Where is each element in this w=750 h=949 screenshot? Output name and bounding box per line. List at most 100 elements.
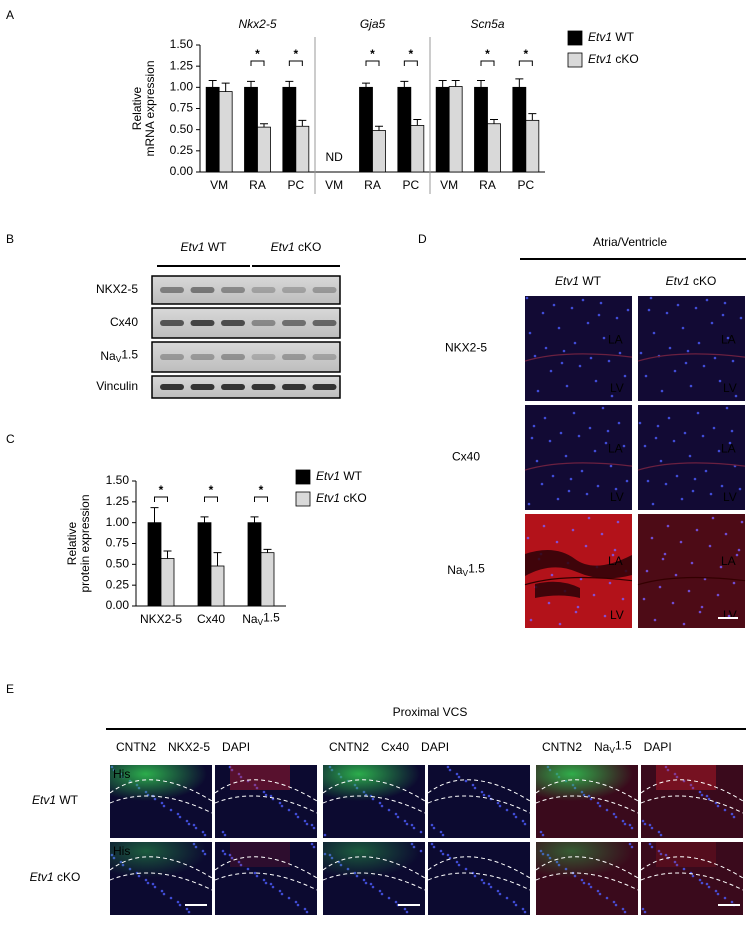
nucleus <box>656 424 660 428</box>
nucleus <box>684 361 688 365</box>
y-tick-label: 0.25 <box>106 577 130 591</box>
nucleus <box>419 830 423 834</box>
x-tick-label: RA <box>364 178 381 192</box>
nucleus <box>697 341 701 345</box>
nucleus <box>688 454 692 458</box>
panel-title: Atria/Ventricle <box>593 235 667 249</box>
stain-label: DAPI <box>421 740 449 754</box>
nucleus <box>709 492 713 496</box>
nucleus <box>562 349 566 353</box>
nucleus <box>569 477 573 481</box>
nucleus <box>294 812 298 816</box>
nucleus <box>643 822 647 826</box>
nucleus <box>432 826 436 830</box>
nucleus <box>178 815 182 819</box>
bar <box>359 86 373 173</box>
nucleus <box>651 502 655 506</box>
error-bar <box>477 80 485 88</box>
legend-label: Etv1 WT <box>316 469 363 483</box>
nucleus <box>645 569 649 573</box>
blot-strip <box>151 275 341 305</box>
nucleus <box>255 786 259 790</box>
region-label: LA <box>721 441 736 455</box>
nucleus <box>280 892 284 896</box>
nucleus <box>185 907 189 911</box>
blot-band <box>160 287 184 293</box>
legend-swatch <box>567 52 583 68</box>
nucleus <box>698 610 702 614</box>
error-bar <box>515 78 524 88</box>
nucleus <box>496 801 500 805</box>
nucleus <box>666 768 670 772</box>
nucleus <box>666 524 670 528</box>
x-tick-label: NaV1.5 <box>242 611 280 627</box>
nucleus <box>713 356 717 360</box>
error-bar <box>285 80 294 88</box>
his-outline <box>535 856 639 891</box>
nucleus <box>623 822 627 826</box>
nucleus <box>689 783 693 787</box>
significance-bracket <box>254 496 268 502</box>
nucleus <box>455 860 459 864</box>
significance: * <box>485 47 490 61</box>
nucleus <box>439 849 443 853</box>
blot-row-label: Cx40 <box>110 315 138 329</box>
nucleus <box>664 482 668 486</box>
error-bar <box>413 119 422 126</box>
nucleus <box>593 449 597 453</box>
nucleus <box>446 853 450 857</box>
y-tick-label: 0.75 <box>106 536 130 550</box>
blot-band <box>251 287 276 293</box>
nucleus <box>571 528 575 532</box>
nucleus <box>160 889 164 893</box>
his-outline <box>109 779 213 814</box>
significance: * <box>408 47 413 61</box>
nucleus <box>659 459 663 463</box>
boundary <box>524 576 633 586</box>
nucleus <box>718 379 722 383</box>
blot-band <box>221 384 245 390</box>
nucleus <box>239 775 243 779</box>
nucleus <box>194 826 198 830</box>
bar <box>397 86 412 173</box>
his-bundle-signal <box>323 765 425 810</box>
nucleus <box>668 346 672 350</box>
x-tick-label: VM <box>210 178 228 192</box>
nucleus <box>700 881 704 885</box>
y-axis-label: mRNA expression <box>143 60 157 156</box>
nucleus <box>403 819 407 823</box>
nucleus <box>187 910 191 914</box>
legend-swatch <box>567 30 583 46</box>
nucleus <box>514 815 518 819</box>
nucleus <box>614 815 618 819</box>
nucleus <box>648 823 652 827</box>
significance-bracket <box>365 60 380 66</box>
nucleus <box>412 826 416 830</box>
nucleus <box>287 896 291 900</box>
nucleus <box>264 793 268 797</box>
significance-bracket <box>480 60 495 66</box>
nucleus <box>505 896 509 900</box>
nucleus <box>612 900 616 904</box>
nucleus <box>203 833 207 837</box>
blot-band <box>312 354 337 360</box>
error-bar <box>213 552 222 566</box>
nucleus <box>527 502 531 506</box>
blot-band <box>190 384 215 390</box>
nucleus <box>689 384 693 388</box>
blot-band <box>190 320 215 326</box>
his-bundle-signal <box>110 765 212 810</box>
significance-bracket <box>250 60 265 66</box>
bar <box>147 522 162 607</box>
nucleus <box>714 889 718 893</box>
stain-label: NaV1.5 <box>594 739 632 755</box>
nucleus <box>659 833 663 837</box>
panel-title: Proximal VCS <box>393 705 468 719</box>
nucleus <box>526 536 530 540</box>
marker-signal <box>656 765 716 790</box>
nucleus <box>609 464 613 468</box>
nucleus <box>512 900 516 904</box>
micrograph <box>641 765 743 838</box>
nucleus <box>638 421 642 425</box>
nucleus <box>528 331 532 335</box>
